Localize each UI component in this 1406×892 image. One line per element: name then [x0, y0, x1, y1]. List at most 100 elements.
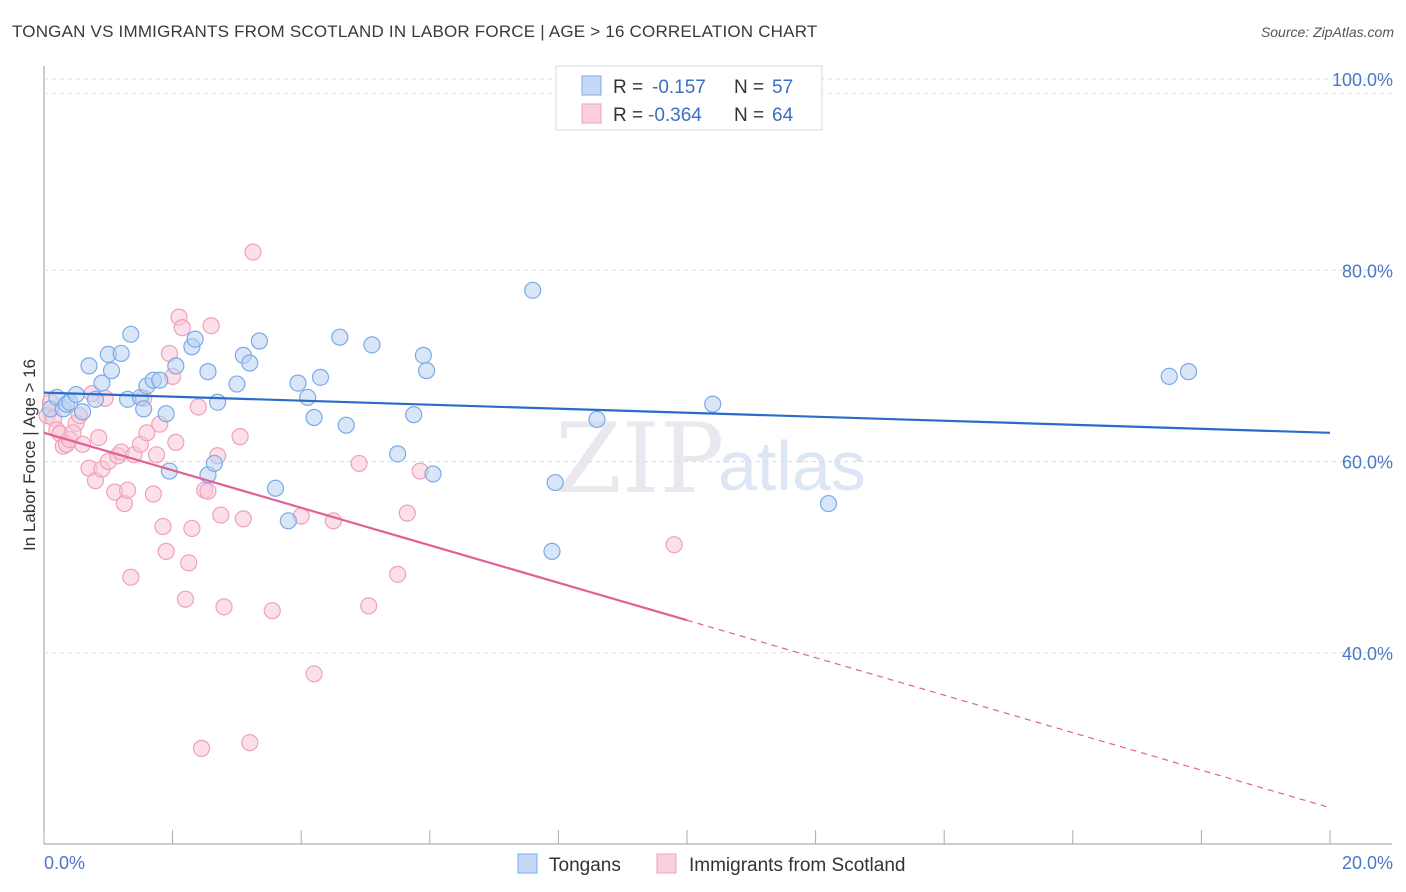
scotland-point [398, 504, 416, 522]
y-tick-label: 80.0% [1342, 261, 1393, 281]
trend-lines [43, 391, 1331, 809]
legend-top: R = -0.157 N = 57 R = -0.364 N = 64 [555, 65, 823, 131]
tongan-point [73, 403, 92, 421]
tongan-point [241, 354, 259, 372]
y-tick-label: 40.0% [1342, 644, 1393, 664]
tongan-point [546, 473, 564, 492]
scotland-point [154, 517, 172, 536]
tongan-point [167, 357, 185, 375]
bottom-legend-scotland: Immigrants from Scotland [689, 855, 905, 876]
tongan-point [80, 357, 98, 375]
bottom-legend-swatch-tongans [517, 853, 538, 874]
scotland-point [202, 317, 220, 335]
scotland-point [215, 598, 233, 616]
tongans-trend-line [43, 391, 1331, 434]
y-tick-label: 60.0% [1342, 453, 1393, 473]
tongan-point [819, 494, 838, 513]
tongan-point [311, 368, 330, 386]
scotland-point [189, 398, 207, 416]
watermark-atlas: atlas [718, 427, 866, 505]
tongan-point [157, 405, 175, 423]
scotland-point [665, 536, 683, 554]
scotland-point [234, 510, 252, 528]
chart-title: TONGAN VS IMMIGRANTS FROM SCOTLAND IN LA… [12, 22, 818, 41]
tongan-point [363, 336, 381, 354]
source-label: Source: ZipAtlas.com [1260, 24, 1394, 40]
legend-n-value-2: 64 [772, 105, 794, 126]
tongan-point [135, 400, 153, 418]
x-tick-label-max: 20.0% [1342, 853, 1393, 873]
scotland-point [90, 428, 108, 447]
tongan-point [93, 374, 111, 392]
tongan-point [414, 346, 432, 364]
legend-r-value-1: -0.157 [652, 77, 706, 98]
tongan-point [266, 479, 285, 497]
tongan-point [112, 344, 130, 363]
tongan-point [209, 393, 227, 411]
tongan-point [151, 371, 169, 389]
legend-n-label-1: N = [734, 77, 764, 98]
scotland-point [138, 424, 156, 442]
scotland-point [192, 739, 211, 757]
scotland-point [305, 665, 323, 683]
scotland-point [241, 734, 259, 752]
scotland-point [231, 428, 249, 446]
scotland-point [118, 481, 137, 499]
scotland-point [167, 433, 185, 451]
tongan-point [389, 445, 407, 463]
tongan-point [331, 328, 349, 346]
y-axis-label: In Labor Force | Age > 16 [20, 359, 39, 551]
y-tick-label: 100.0% [1332, 70, 1393, 90]
scotland-point [244, 243, 262, 261]
legend-n-value-1: 57 [772, 77, 793, 98]
scotland-point [360, 597, 378, 615]
tongan-point [704, 395, 722, 413]
legend-swatch-scotland [581, 103, 602, 124]
scotland-point [199, 482, 217, 500]
scotland-point [350, 454, 368, 473]
scotland-point [263, 602, 281, 620]
tongan-point [417, 362, 436, 380]
tongan-point [588, 410, 606, 429]
scotland-point [64, 424, 82, 442]
tongan-point [337, 416, 355, 434]
tongan-point [1179, 363, 1198, 381]
legend-r-label-1: R = [613, 77, 643, 98]
tongan-point [199, 363, 217, 381]
scotland-point [212, 506, 230, 524]
scotland-point [176, 590, 195, 608]
tongan-point [1160, 367, 1178, 385]
bottom-legend-swatch-scotland [656, 853, 677, 874]
tongan-point [289, 374, 307, 392]
scotland-point [183, 519, 201, 538]
scotland-trend-line-extension [686, 619, 1331, 809]
tongan-point [102, 362, 121, 380]
scotland-point [147, 446, 166, 464]
bottom-legend-tongans: Tongans [549, 855, 621, 876]
legend-r-value-2: -0.364 [648, 105, 702, 126]
tongan-point [186, 330, 204, 348]
tongan-point [228, 375, 246, 393]
tongan-point [305, 408, 323, 427]
y-tick-labels: 40.0% 60.0% 80.0% 100.0% [1332, 70, 1393, 664]
legend-bottom: Tongans Immigrants from Scotland [517, 853, 905, 876]
tongan-point [405, 406, 423, 424]
scotland-trend-line [43, 431, 688, 622]
legend-n-label-2: N = [734, 105, 764, 126]
scotland-point [144, 485, 162, 503]
x-ticks [43, 830, 1331, 844]
scotland-point [122, 568, 140, 586]
tongan-point [279, 512, 297, 530]
tongan-point [299, 388, 317, 407]
scotland-point [173, 319, 191, 337]
x-tick-label-min: 0.0% [44, 853, 85, 873]
scotland-point [157, 542, 175, 560]
legend-swatch-tongans [581, 75, 602, 96]
tongan-point [543, 542, 561, 560]
tongan-point [122, 325, 140, 343]
legend-r-label-2: R = [613, 105, 643, 126]
tongan-point [424, 465, 442, 483]
tongan-point [524, 281, 542, 299]
watermark-zip: ZIP [555, 403, 724, 515]
